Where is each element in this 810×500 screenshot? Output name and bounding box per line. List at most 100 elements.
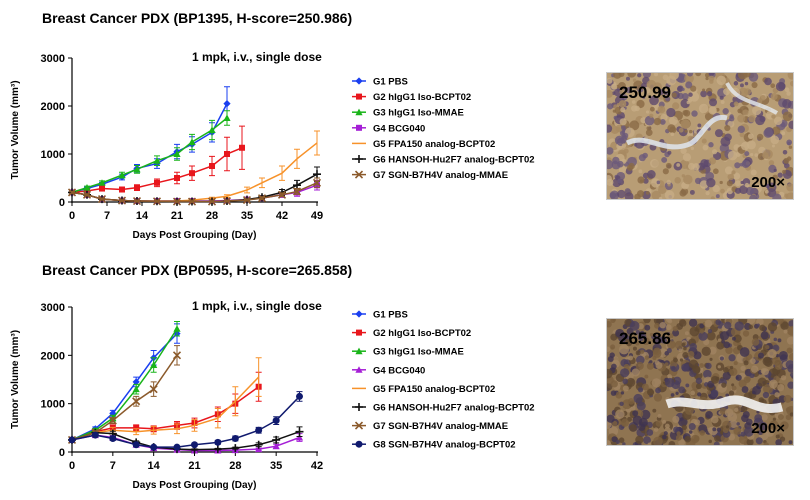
cell (708, 439, 712, 444)
y-tick-label: 2000 (41, 350, 65, 362)
cell (720, 188, 725, 194)
cell (739, 185, 748, 194)
cell (621, 143, 627, 148)
cell (683, 346, 687, 351)
cell (728, 354, 736, 362)
data-point (98, 179, 106, 186)
x-axis-label: Days Post Grouping (Day) (133, 230, 257, 241)
cell (607, 355, 614, 362)
cell (764, 77, 772, 86)
legend-label: G2 hIgG1 Iso-BCPT02 (373, 328, 471, 339)
cell (615, 328, 625, 338)
cell (676, 163, 681, 167)
data-point (189, 170, 195, 177)
data-point (119, 186, 125, 193)
legend-label: G2 hIgG1 Iso-BCPT02 (373, 92, 471, 103)
cell (680, 147, 687, 154)
cell (761, 414, 768, 421)
cell (785, 192, 793, 199)
x-tick-label: 7 (104, 210, 110, 222)
cell (741, 159, 750, 169)
cell (745, 186, 755, 196)
cell (694, 419, 701, 426)
cell (728, 390, 735, 396)
cell (689, 189, 695, 195)
cell (634, 193, 641, 199)
cell (702, 144, 709, 151)
cell (681, 424, 687, 430)
legend-entry: G1 PBS (352, 77, 408, 88)
cell (755, 115, 765, 126)
cell (668, 333, 674, 339)
cell (636, 401, 646, 411)
data-point (191, 441, 198, 449)
cell (788, 320, 793, 328)
cell (727, 173, 735, 181)
cell (619, 118, 627, 126)
cell (666, 348, 672, 354)
cell (607, 147, 614, 155)
cell (707, 427, 711, 432)
cell (620, 368, 630, 378)
cell (773, 116, 783, 126)
cell (722, 108, 729, 115)
error-bar (150, 425, 157, 435)
error-bar (191, 419, 198, 432)
cell (653, 427, 659, 432)
cell (619, 89, 625, 95)
cell (782, 111, 793, 122)
cell (750, 169, 757, 176)
cell (664, 190, 675, 199)
y-tick-label: 0 (59, 447, 65, 459)
data-point (254, 440, 263, 449)
cell (775, 439, 783, 445)
error-bar (314, 130, 320, 156)
legend-marker (355, 310, 363, 318)
data-point (150, 361, 158, 368)
cell (723, 341, 731, 349)
legend-entry: G6 HANSOH-Hu2F7 analog-BCPT02 (352, 403, 535, 414)
cell (664, 362, 669, 367)
cell (721, 339, 726, 344)
cell (785, 360, 793, 370)
cell (682, 109, 688, 116)
cell (712, 427, 717, 432)
cell (635, 361, 644, 370)
series-1 (68, 86, 231, 196)
cell (733, 407, 739, 413)
cell (702, 88, 706, 92)
cell (699, 323, 705, 329)
error-bar (133, 428, 140, 436)
cell (632, 78, 637, 83)
cell (744, 88, 752, 96)
cell (649, 332, 654, 337)
cell (658, 196, 663, 199)
data-point (231, 434, 239, 442)
cell (748, 115, 756, 123)
cell (687, 351, 695, 358)
cell (645, 110, 650, 114)
cell (714, 129, 723, 138)
data-point (272, 442, 280, 450)
cell (711, 149, 718, 155)
data-point (255, 445, 263, 453)
cell (659, 336, 668, 344)
cell (743, 426, 754, 437)
cell (673, 357, 678, 363)
legend-marker (356, 93, 362, 100)
magnification-label: 200× (751, 420, 785, 437)
cell (786, 347, 793, 354)
error-bar (294, 148, 300, 169)
cell (739, 347, 750, 357)
data-point (187, 197, 197, 206)
cell (678, 386, 686, 394)
series-7 (67, 345, 182, 444)
cell (777, 172, 783, 178)
cell (607, 124, 613, 133)
dose-annotation: 1 mpk, i.v., single dose (192, 299, 322, 313)
image-score-label: 265.86 (619, 329, 671, 348)
cell (767, 322, 778, 332)
cell (744, 182, 750, 188)
cell (736, 422, 740, 426)
cell (744, 151, 750, 157)
